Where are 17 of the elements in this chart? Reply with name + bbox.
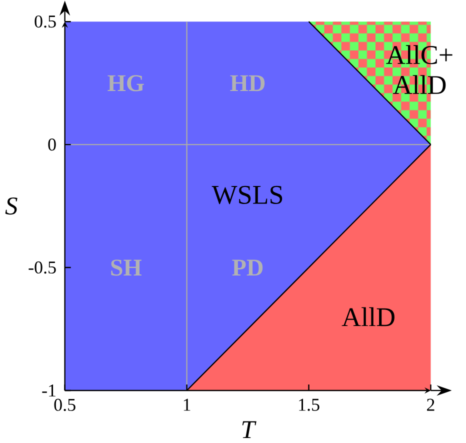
x-tick-label: 2 xyxy=(427,398,434,411)
annotation: WSLS xyxy=(212,186,282,204)
annotation: AllD xyxy=(342,307,394,326)
annotation: SH xyxy=(111,260,142,276)
x-tick-label: 1 xyxy=(184,398,190,411)
y-tick-label: 0.5 xyxy=(34,15,56,28)
y-tick-label: -0.5 xyxy=(28,261,56,274)
x-axis-title: T xyxy=(242,421,256,438)
y-axis-title: S xyxy=(5,197,18,215)
annotation: PD xyxy=(232,260,263,276)
annotation: HG xyxy=(108,75,144,92)
annotation: HD xyxy=(230,75,265,92)
y-tick-label: -1 xyxy=(42,384,56,396)
y-tick-label: 0 xyxy=(48,138,56,151)
x-tick-label: 0.5 xyxy=(54,398,76,412)
x-tick-label: 1.5 xyxy=(299,398,320,411)
annotation: AllC+ AllD xyxy=(386,45,452,94)
